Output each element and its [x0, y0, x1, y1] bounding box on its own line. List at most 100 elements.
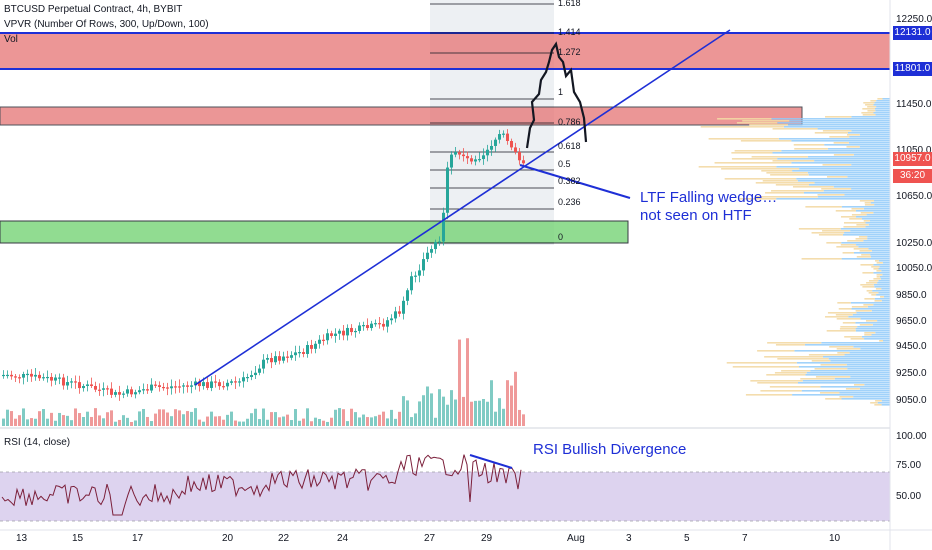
- vpvr-legend[interactable]: VPVR (Number Of Rows, 300, Up/Down, 100): [4, 19, 209, 30]
- candle: [210, 381, 213, 388]
- candle: [110, 388, 113, 395]
- volume-bar: [382, 411, 385, 426]
- vpvr-row-up: [788, 124, 890, 126]
- vpvr-row-down: [757, 350, 795, 352]
- volume-bar: [298, 420, 301, 426]
- projected-path[interactable]: [525, 41, 588, 149]
- vpvr-row-up: [806, 372, 890, 374]
- vpvr-row-up: [865, 222, 890, 224]
- candle: [486, 149, 489, 156]
- candle: [478, 159, 481, 161]
- rsi-divergence-line[interactable]: [469, 454, 513, 469]
- vpvr-row-down: [875, 400, 882, 402]
- vpvr-row-up: [867, 238, 890, 240]
- rsi-legend[interactable]: RSI (14, close): [4, 437, 71, 448]
- vpvr-row-up: [777, 122, 890, 124]
- candle: [474, 159, 477, 162]
- volume-bar: [510, 385, 513, 426]
- candle: [166, 387, 169, 389]
- candle: [190, 385, 193, 387]
- candle: [26, 373, 29, 376]
- resistance-zone-mid[interactable]: [0, 106, 803, 126]
- vpvr-row-up: [866, 214, 890, 216]
- resistance-zone-top[interactable]: [0, 33, 890, 69]
- vol-legend[interactable]: Vol: [4, 34, 18, 45]
- volume-bar: [98, 415, 101, 426]
- vpvr-row-up: [867, 236, 890, 238]
- symbol-legend[interactable]: BTCUSD Perpetual Contract, 4h, BYBIT: [4, 4, 183, 15]
- vpvr-row-up: [810, 370, 890, 372]
- volume-bar: [482, 399, 485, 426]
- vpvr-row-down: [865, 320, 878, 322]
- volume-bar: [518, 409, 521, 426]
- vpvr-row-down: [801, 258, 842, 260]
- candle: [142, 389, 145, 391]
- volume-bar: [174, 409, 177, 426]
- vpvr-row-down: [826, 330, 856, 332]
- vpvr-row-down: [774, 372, 807, 374]
- candle: [78, 382, 81, 389]
- rsi-annotation: RSI Bullish Divergence: [533, 441, 687, 458]
- candle: [106, 388, 109, 390]
- vpvr-row-down: [819, 392, 840, 394]
- candle: [154, 384, 157, 386]
- vpvr-row-down: [856, 256, 871, 258]
- vpvr-row-up: [868, 224, 890, 226]
- vpvr-row-up: [814, 160, 890, 162]
- fib-level-label: 0.5: [558, 159, 571, 169]
- candle: [490, 145, 493, 150]
- candle: [82, 386, 85, 389]
- candle: [14, 376, 17, 378]
- vpvr-row-down: [755, 182, 815, 184]
- volume-bar: [122, 415, 125, 426]
- volume-bar: [310, 421, 313, 426]
- volume-bar: [70, 420, 73, 426]
- vpvr-row-down: [839, 396, 854, 398]
- time-tick-label: Aug: [567, 533, 585, 544]
- vpvr-row-up: [851, 188, 890, 190]
- wedge-arrow-line[interactable]: [519, 164, 631, 199]
- vpvr-row-up: [881, 400, 890, 402]
- volume-bar: [422, 395, 425, 426]
- vpvr-row-down: [755, 196, 818, 198]
- vpvr-row-down: [767, 342, 822, 344]
- candle: [206, 382, 209, 388]
- candle: [386, 320, 389, 327]
- candle: [262, 359, 265, 369]
- volume-bar: [210, 411, 213, 426]
- vpvr-row-down: [851, 306, 868, 308]
- candle: [466, 156, 469, 159]
- vpvr-row-down: [822, 130, 852, 132]
- volume-bar: [2, 418, 5, 426]
- volume-bar: [26, 419, 29, 426]
- vpvr-row-up: [871, 310, 890, 312]
- vpvr-row-up: [872, 290, 890, 292]
- vpvr-row-down: [772, 160, 815, 162]
- vpvr-row-up: [861, 336, 890, 338]
- vpvr-row-down: [863, 304, 874, 306]
- fib-level-label: 0: [558, 232, 564, 242]
- volume-bar: [58, 412, 61, 426]
- time-tick-label: 7: [742, 533, 748, 544]
- candle: [402, 300, 405, 314]
- vpvr-row-down: [862, 108, 875, 110]
- vpvr-row-up: [794, 350, 890, 352]
- time-tick-label: 15: [72, 533, 84, 544]
- trend-line[interactable]: [194, 29, 731, 386]
- vpvr-row-up: [876, 100, 890, 102]
- candle: [46, 376, 49, 379]
- vpvr-row-up: [844, 354, 890, 356]
- volume-bar: [278, 417, 281, 426]
- candle: [50, 376, 53, 381]
- volume-bar: [202, 421, 205, 426]
- candle: [434, 242, 437, 250]
- vpvr-row-up: [857, 326, 890, 328]
- vpvr-row-up: [796, 362, 890, 364]
- vpvr-row-down: [870, 402, 878, 404]
- volume-bar: [262, 408, 265, 426]
- vpvr-row-down: [837, 352, 850, 354]
- vpvr-row-down: [845, 388, 860, 390]
- volume-bar: [130, 421, 133, 426]
- support-zone[interactable]: [0, 220, 629, 244]
